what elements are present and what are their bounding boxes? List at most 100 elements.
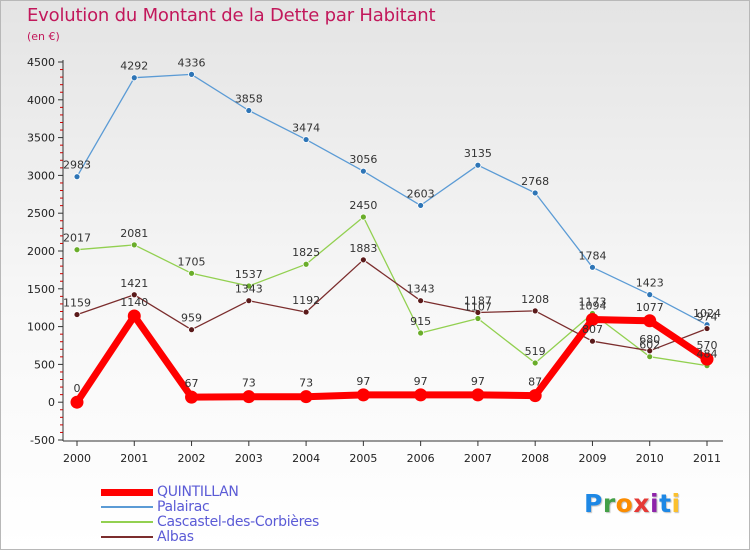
data-point-quintillan bbox=[528, 389, 542, 403]
data-label-albas: 1421 bbox=[120, 277, 148, 290]
x-tick-label: 2004 bbox=[292, 452, 320, 465]
data-label-palairac: 1024 bbox=[693, 307, 721, 320]
data-point-albas bbox=[474, 309, 482, 316]
data-label-palairac: 3135 bbox=[464, 147, 492, 160]
data-label-albas: 1883 bbox=[349, 242, 377, 255]
data-label-quintillan: 97 bbox=[471, 375, 485, 388]
data-label-quintillan: 97 bbox=[356, 375, 370, 388]
data-point-palairac bbox=[245, 107, 253, 114]
data-point-palairac bbox=[130, 74, 138, 82]
y-tick-label: -500 bbox=[30, 434, 55, 447]
legend-label-quintillan: QUINTILLAN bbox=[157, 484, 239, 500]
data-point-albas bbox=[73, 311, 81, 318]
y-tick-label: 2500 bbox=[27, 207, 55, 220]
data-label-cascastel: 2017 bbox=[63, 232, 91, 245]
data-label-cascastel: 2450 bbox=[349, 199, 377, 212]
y-tick-label: 1500 bbox=[27, 283, 55, 296]
proxiti-logo: Proxiti bbox=[584, 489, 681, 518]
unit-label: (en €) bbox=[27, 30, 60, 43]
series-points bbox=[70, 70, 714, 409]
data-label-quintillan: 67 bbox=[185, 377, 199, 390]
data-label-albas: 1187 bbox=[464, 294, 492, 307]
axes: -500 0 500 1000 1500 2000 2500 3000 3500 4000 4500… bbox=[27, 56, 723, 465]
data-point-cascastel bbox=[302, 260, 310, 268]
y-tick-label: 3000 bbox=[27, 169, 55, 182]
x-tick-label: 2006 bbox=[407, 452, 435, 465]
data-label-albas: 1192 bbox=[292, 294, 320, 307]
legend-swatch-cascastel bbox=[101, 521, 153, 523]
series-labels: 2983 4292 4336 3858 3474 3056 2603 3135 2768 1784… bbox=[63, 56, 721, 395]
data-label-quintillan: 1140 bbox=[120, 296, 148, 309]
data-point-quintillan bbox=[700, 352, 714, 366]
data-label-quintillan: 1077 bbox=[636, 301, 664, 314]
data-label-palairac: 1784 bbox=[578, 249, 606, 262]
data-point-palairac bbox=[417, 202, 425, 209]
data-label-albas: 680 bbox=[639, 333, 660, 346]
data-point-cascastel bbox=[417, 329, 425, 337]
data-label-palairac: 1423 bbox=[636, 277, 664, 290]
data-point-palairac bbox=[73, 173, 81, 181]
logo-letter: o bbox=[615, 489, 634, 518]
data-label-quintillan: 73 bbox=[242, 377, 256, 390]
data-point-albas bbox=[245, 297, 253, 305]
data-point-palairac bbox=[474, 161, 482, 169]
chart-title: Evolution du Montant de la Dette par Hab… bbox=[27, 5, 436, 26]
data-point-albas bbox=[302, 308, 310, 316]
data-label-albas: 1208 bbox=[521, 293, 549, 306]
data-label-palairac: 4292 bbox=[120, 60, 148, 73]
data-point-cascastel bbox=[359, 213, 367, 221]
x-tick-label: 2002 bbox=[178, 452, 206, 465]
logo-letter: r bbox=[602, 489, 616, 518]
data-label-palairac: 3056 bbox=[349, 153, 377, 166]
data-label-quintillan: 97 bbox=[414, 375, 428, 388]
data-point-albas bbox=[417, 297, 425, 305]
data-point-quintillan bbox=[471, 388, 485, 402]
data-point-quintillan bbox=[127, 309, 141, 323]
data-label-quintillan: 1094 bbox=[578, 299, 606, 312]
data-label-palairac: 2768 bbox=[521, 175, 549, 188]
logo-letter: P bbox=[584, 489, 603, 518]
data-point-cascastel bbox=[474, 315, 482, 322]
data-label-quintillan: 87 bbox=[528, 376, 542, 389]
legend-item-palairac: Palairac bbox=[101, 499, 361, 515]
data-point-palairac bbox=[302, 136, 310, 143]
logo-letter: i bbox=[650, 489, 660, 518]
y-tick-label: 0 bbox=[48, 396, 55, 409]
data-label-palairac: 2603 bbox=[407, 187, 435, 200]
series-line-quintillan bbox=[73, 312, 711, 406]
legend-swatch-albas bbox=[101, 536, 153, 538]
legend-label-albas: Albas bbox=[157, 529, 194, 545]
data-point-albas bbox=[130, 291, 138, 299]
data-label-cascastel: 484 bbox=[697, 348, 718, 361]
data-label-albas: 974 bbox=[697, 311, 718, 324]
data-point-quintillan bbox=[414, 388, 428, 402]
data-label-palairac: 2983 bbox=[63, 159, 91, 172]
y-tick-label: 2000 bbox=[27, 245, 55, 258]
y-tick-label: 3500 bbox=[27, 132, 55, 145]
data-point-palairac bbox=[646, 291, 654, 299]
data-label-cascastel: 2081 bbox=[120, 227, 148, 240]
data-label-albas: 807 bbox=[582, 323, 603, 336]
data-point-albas bbox=[359, 256, 367, 264]
data-point-palairac bbox=[531, 189, 539, 197]
data-point-quintillan bbox=[356, 388, 370, 402]
data-point-quintillan bbox=[299, 390, 313, 404]
logo-letter: x bbox=[633, 489, 650, 518]
y-tick-label: 4000 bbox=[27, 94, 55, 107]
legend-item-albas: Albas bbox=[101, 529, 361, 545]
legend: QUINTILLAN Palairac Cascastel-des-Corbiè… bbox=[101, 484, 361, 545]
data-point-palairac bbox=[188, 70, 195, 78]
series-line-cascastel bbox=[76, 216, 708, 367]
data-point-cascastel bbox=[531, 359, 539, 367]
data-point-cascastel bbox=[188, 269, 195, 277]
data-label-cascastel: 1705 bbox=[178, 255, 206, 268]
legend-swatch-quintillan bbox=[101, 488, 153, 496]
data-label-quintillan: 0 bbox=[74, 382, 81, 395]
data-point-quintillan bbox=[643, 314, 657, 328]
data-point-albas bbox=[589, 337, 596, 345]
x-tick-label: 2001 bbox=[120, 452, 148, 465]
legend-item-cascastel: Cascastel-des-Corbières bbox=[101, 514, 361, 530]
data-label-quintillan: 73 bbox=[299, 377, 313, 390]
logo-letter: i bbox=[671, 489, 681, 518]
